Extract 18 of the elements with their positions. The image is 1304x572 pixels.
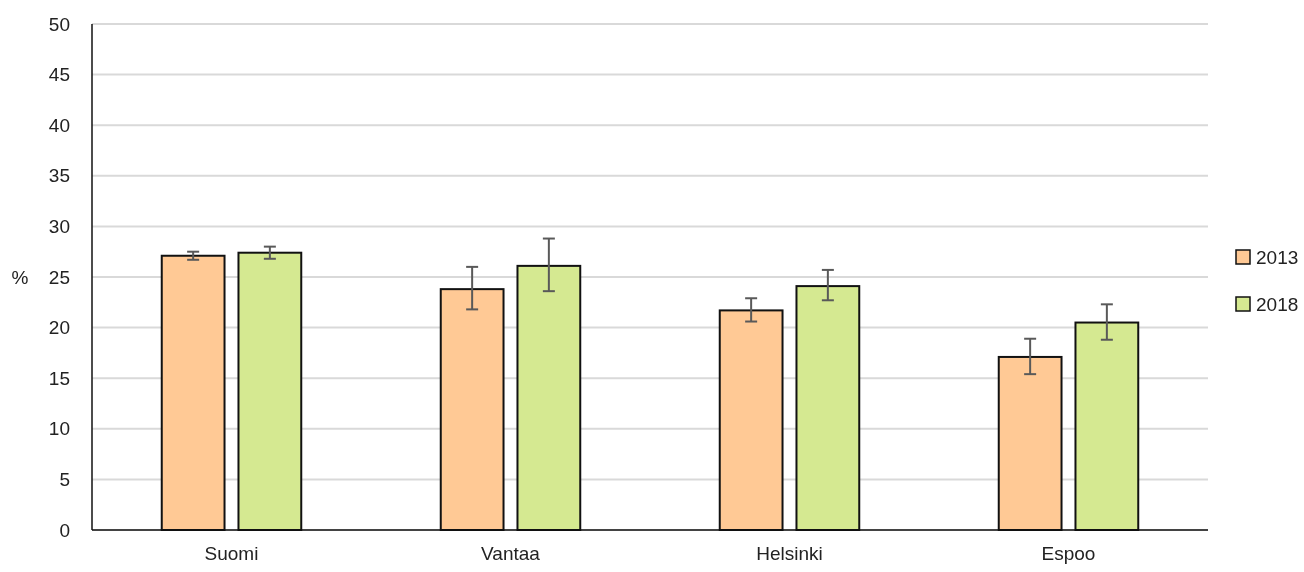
y-tick-label: 10 [48,418,70,440]
y-tick-label: 15 [48,367,70,389]
x-tick-label: Espoo [1041,543,1096,564]
legend-label: 2018 [1256,293,1299,315]
y-tick-label: 40 [48,114,70,136]
y-axis-title: % [11,266,29,288]
y-tick-label: 25 [48,266,70,288]
y-tick-label: 5 [59,469,70,491]
y-tick-label: 0 [59,519,70,541]
y-tick-label: 35 [48,165,70,187]
legend-label: 2013 [1256,246,1299,268]
y-tick-label: 20 [48,317,70,339]
y-tick-label: 50 [48,13,70,35]
y-tick-label: 30 [48,216,70,238]
x-tick-label: Suomi [204,543,259,564]
y-tick-label: 45 [48,64,70,86]
x-tick-label: Vantaa [481,543,541,564]
x-tick-label: Helsinki [756,543,823,564]
